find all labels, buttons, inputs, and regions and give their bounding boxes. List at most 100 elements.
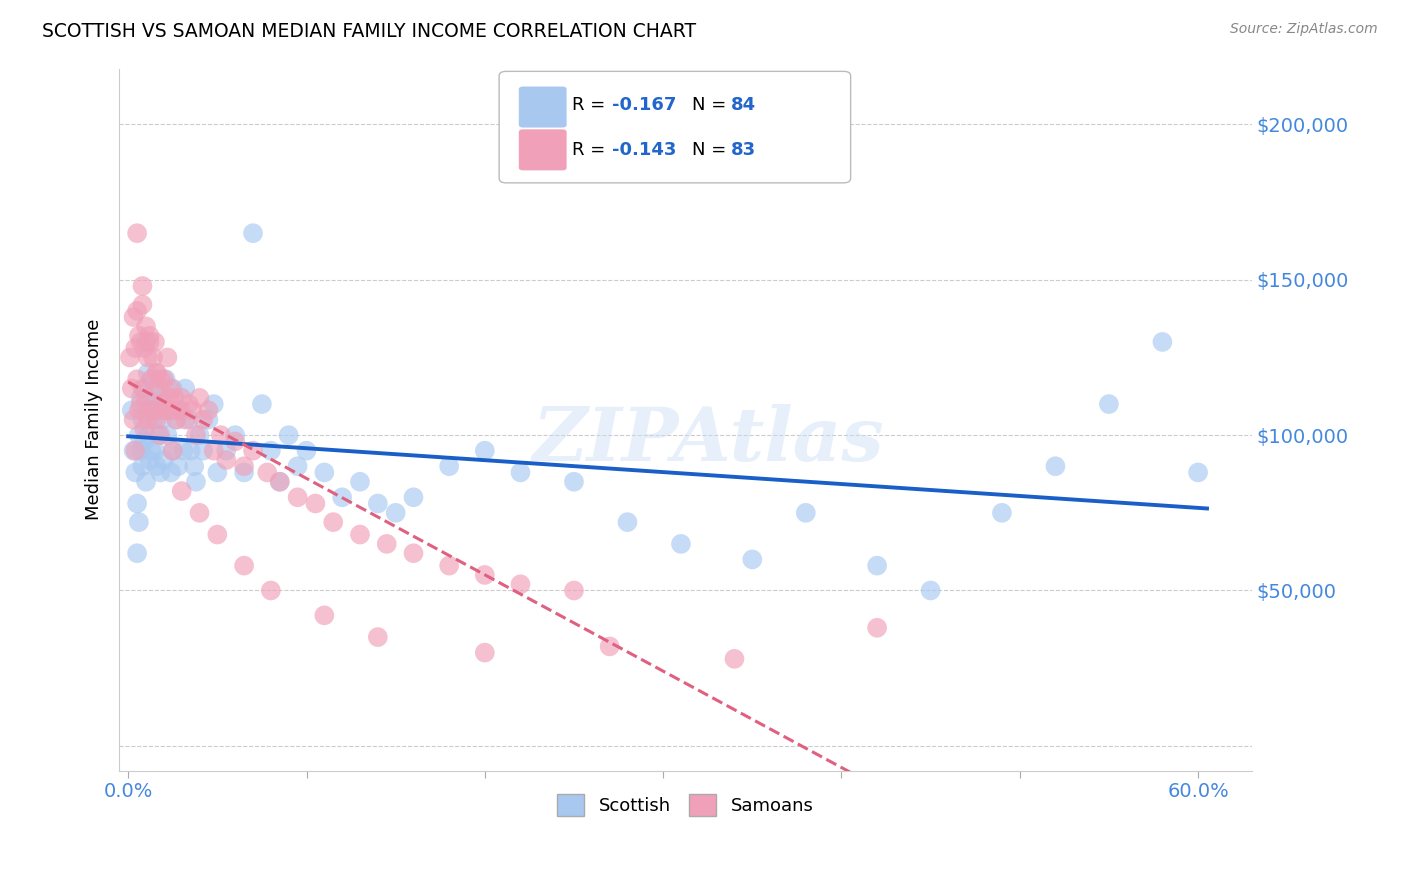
Point xyxy=(124,443,146,458)
Y-axis label: Median Family Income: Median Family Income xyxy=(86,319,103,520)
Point xyxy=(142,351,165,365)
Point xyxy=(134,341,156,355)
Point xyxy=(1152,334,1174,349)
Point xyxy=(118,351,141,365)
Point xyxy=(866,621,889,635)
Point xyxy=(202,443,225,458)
Point xyxy=(153,453,176,467)
Point xyxy=(287,459,309,474)
Point xyxy=(367,496,389,510)
Point xyxy=(138,334,160,349)
Point xyxy=(131,279,153,293)
Text: 84: 84 xyxy=(731,96,756,114)
Point xyxy=(375,537,398,551)
Point xyxy=(741,552,763,566)
Point xyxy=(349,475,371,489)
Point xyxy=(129,397,152,411)
Point xyxy=(128,428,150,442)
Point xyxy=(141,372,163,386)
Point xyxy=(138,328,160,343)
Point xyxy=(131,412,153,426)
Point xyxy=(145,412,167,426)
Point xyxy=(215,443,238,458)
Legend: Scottish, Samoans: Scottish, Samoans xyxy=(548,785,823,825)
Point xyxy=(136,366,159,380)
Point xyxy=(181,403,204,417)
Point xyxy=(384,506,406,520)
Point xyxy=(723,652,745,666)
Point xyxy=(174,412,197,426)
Point xyxy=(437,459,460,474)
Point xyxy=(149,466,172,480)
Point xyxy=(170,403,193,417)
Point xyxy=(135,391,157,405)
Point xyxy=(127,546,149,560)
Point xyxy=(562,475,585,489)
Point xyxy=(349,527,371,541)
Point xyxy=(143,403,166,417)
Point xyxy=(122,412,145,426)
Point xyxy=(242,226,264,240)
Point xyxy=(138,453,160,467)
Point xyxy=(197,412,219,426)
Point xyxy=(170,484,193,499)
Point xyxy=(215,453,238,467)
Point xyxy=(136,412,159,426)
Point xyxy=(134,382,156,396)
Point xyxy=(188,428,211,442)
Point xyxy=(1187,466,1209,480)
Point xyxy=(155,403,177,417)
Point xyxy=(134,434,156,449)
Point xyxy=(188,391,211,405)
Point xyxy=(322,515,344,529)
Point xyxy=(145,366,167,380)
Point xyxy=(145,459,167,474)
Point xyxy=(188,506,211,520)
Text: N =: N = xyxy=(692,96,731,114)
Point xyxy=(148,428,170,442)
Point xyxy=(260,583,283,598)
Point xyxy=(314,608,336,623)
Point xyxy=(135,334,157,349)
Point xyxy=(145,366,167,380)
Point xyxy=(437,558,460,573)
Point xyxy=(191,412,214,426)
Point xyxy=(138,403,160,417)
Text: -0.167: -0.167 xyxy=(612,96,676,114)
Point xyxy=(224,434,246,449)
Point xyxy=(124,341,146,355)
Point xyxy=(155,372,177,386)
Point xyxy=(165,412,187,426)
Point xyxy=(474,646,496,660)
Point xyxy=(233,459,256,474)
Point xyxy=(669,537,692,551)
Point xyxy=(157,391,180,405)
Point xyxy=(367,630,389,644)
Point xyxy=(260,443,283,458)
Point xyxy=(184,475,207,489)
Point xyxy=(131,382,153,396)
Text: -0.143: -0.143 xyxy=(612,141,676,159)
Point xyxy=(509,577,531,591)
Point xyxy=(224,428,246,442)
Point xyxy=(153,397,176,411)
Point xyxy=(402,546,425,560)
Point xyxy=(127,496,149,510)
Point xyxy=(153,372,176,386)
Text: Source: ZipAtlas.com: Source: ZipAtlas.com xyxy=(1230,22,1378,37)
Point xyxy=(177,412,200,426)
Point xyxy=(177,397,200,411)
Point xyxy=(183,459,205,474)
Point xyxy=(277,428,299,442)
Point xyxy=(616,515,638,529)
Point xyxy=(141,443,163,458)
Point xyxy=(153,403,176,417)
Point xyxy=(135,475,157,489)
Text: R =: R = xyxy=(572,141,612,159)
Point xyxy=(474,568,496,582)
Point xyxy=(167,403,190,417)
Point xyxy=(269,475,291,489)
Point xyxy=(207,527,229,541)
Point xyxy=(162,382,184,396)
Point xyxy=(167,459,190,474)
